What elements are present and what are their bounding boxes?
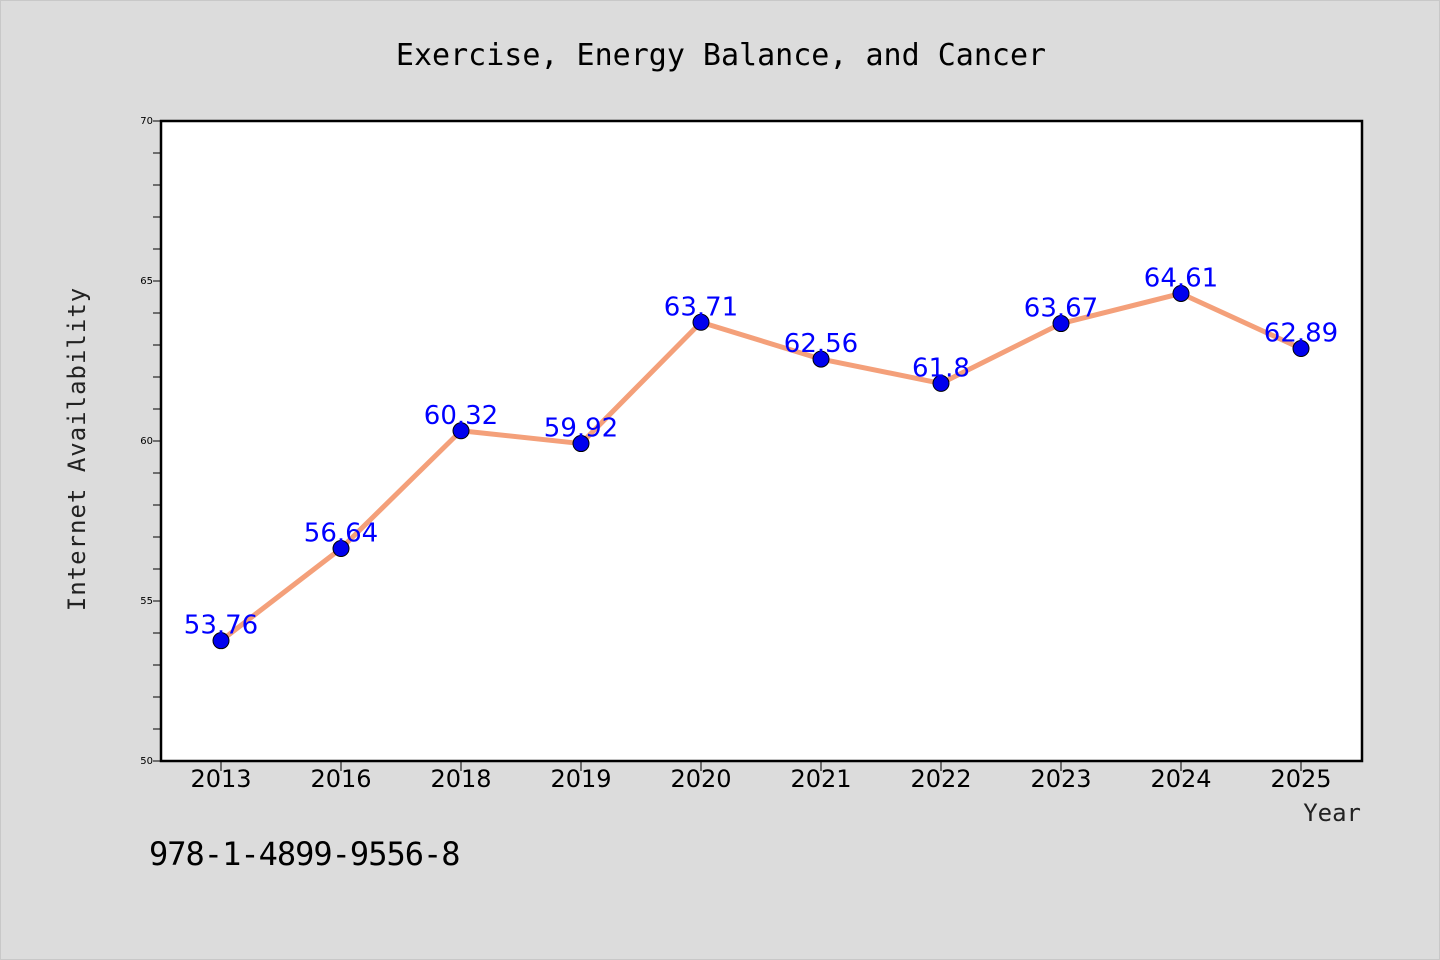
x-axis-title: Year: [1303, 799, 1361, 827]
data-labels: 53.76 56.64 60.32 59.92 63.71 62.56 61.8 63.67 6…: [184, 263, 1338, 640]
y-axis: 50 55 60 65 70: [140, 116, 161, 767]
x-tick-label: 2019: [550, 765, 611, 793]
data-label: 56.64: [304, 519, 378, 549]
data-point: [572, 435, 590, 453]
data-label: 64.61: [1144, 263, 1218, 293]
chart-title: Exercise, Energy Balance, and Cancer: [396, 38, 1046, 73]
x-tick-label: 2013: [190, 765, 251, 793]
plot-area: [159, 119, 1364, 763]
data-point: [212, 632, 230, 650]
data-point: [1172, 284, 1190, 302]
data-point: [332, 540, 350, 558]
series-line-path: [218, 290, 1304, 644]
data-point: [812, 350, 830, 368]
y-tick-label: 50: [140, 756, 153, 767]
data-label: 61.8: [912, 353, 970, 383]
y-tick-label: 60: [140, 436, 153, 447]
data-label: 63.67: [1024, 294, 1098, 324]
y-tick-label: 70: [140, 116, 153, 127]
y-tick-label: 65: [140, 276, 153, 287]
data-point: [932, 374, 950, 392]
data-label: 63.71: [664, 292, 738, 322]
series-line: [212, 284, 1310, 650]
isbn-label: 978-1-4899-9556-8: [149, 835, 461, 873]
x-tick-label: 2025: [1270, 765, 1331, 793]
data-label: 59.92: [544, 414, 618, 444]
data-point: [1052, 315, 1070, 333]
x-tick-label: 2020: [670, 765, 731, 793]
y-axis-title: Internet Availability: [63, 287, 91, 611]
data-point: [452, 422, 470, 440]
x-tick-label: 2024: [1150, 765, 1211, 793]
data-point: [692, 313, 710, 331]
x-tick-label: 2016: [310, 765, 371, 793]
data-label: 53.76: [184, 611, 258, 641]
y-tick-label: 55: [140, 596, 153, 607]
x-tick-label: 2021: [790, 765, 851, 793]
data-label: 62.56: [784, 329, 858, 359]
data-label: 60.32: [424, 401, 498, 431]
x-tick-label: 2023: [1030, 765, 1091, 793]
x-axis: 2013 2016 2018 2019 2020 2021 2022 2023 2024 2025: [190, 761, 1332, 793]
x-tick-label: 2022: [910, 765, 971, 793]
data-label: 62.89: [1264, 319, 1338, 349]
x-tick-label: 2018: [430, 765, 491, 793]
data-point: [1292, 340, 1310, 358]
